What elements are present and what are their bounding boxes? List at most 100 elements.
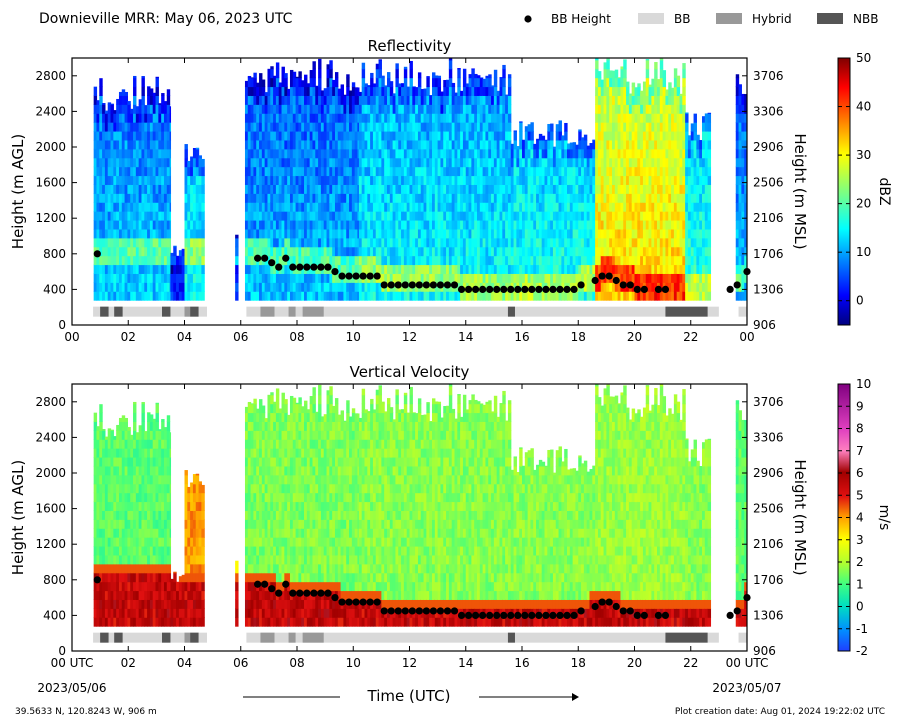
heatmap-cell	[381, 202, 385, 212]
heatmap-cell	[567, 184, 571, 194]
heatmap-cell	[446, 202, 450, 212]
heatmap-cell	[133, 77, 137, 88]
heatmap-cell	[281, 95, 285, 105]
heatmap-cell	[606, 139, 610, 150]
heatmap-cell	[586, 264, 591, 274]
heatmap-cell	[744, 95, 747, 105]
heatmap-cell	[166, 273, 171, 283]
heatmap-cell	[637, 157, 641, 168]
heatmap-cell	[482, 148, 487, 159]
heatmap-cell	[166, 139, 171, 150]
heatmap-cell	[361, 122, 366, 132]
heatmap-cell	[144, 157, 148, 168]
heatmap-cell	[448, 95, 453, 105]
heatmap-cell	[306, 113, 311, 123]
heatmap-cell	[451, 246, 456, 257]
heatmap-cell	[468, 246, 472, 257]
heatmap-cell	[600, 264, 605, 274]
heatmap-cell	[166, 237, 171, 248]
heatmap-cell	[334, 77, 339, 88]
heatmap-cell	[306, 139, 311, 150]
heatmap-cell	[606, 77, 610, 88]
heatmap-cell	[113, 237, 117, 248]
heatmap-cell	[429, 175, 433, 185]
heatmap-cell	[662, 70, 667, 79]
heatmap-cell	[685, 282, 689, 292]
heatmap-cell	[507, 255, 512, 266]
heatmap-cell	[454, 193, 458, 203]
heatmap-cell	[267, 130, 271, 141]
heatmap-cell	[370, 184, 374, 194]
heatmap-cell	[381, 166, 385, 177]
heatmap-cell	[676, 77, 681, 88]
heatmap-cell	[477, 75, 481, 79]
heatmap-cell	[415, 148, 419, 159]
heatmap-cell	[166, 255, 171, 266]
heatmap-cell	[198, 175, 202, 185]
heatmap-cell	[626, 202, 630, 212]
heatmap-cell	[462, 273, 467, 283]
heatmap-cell	[642, 246, 647, 257]
heatmap-cell	[530, 202, 534, 212]
heatmap-cell	[275, 282, 280, 292]
heatmap-cell	[395, 86, 399, 96]
heatmap-cell	[429, 202, 433, 212]
heatmap-cell	[295, 157, 299, 168]
heatmap-cell	[113, 130, 117, 141]
heatmap-cell	[595, 166, 599, 177]
heatmap-cell	[281, 282, 285, 292]
heatmap-cell	[648, 228, 652, 239]
heatmap-cell	[603, 113, 607, 123]
heatmap-cell	[384, 95, 388, 105]
heatmap-cell	[178, 291, 183, 301]
heatmap-cell	[392, 202, 397, 212]
heatmap-cell	[320, 184, 325, 194]
bb-height-point	[471, 285, 480, 293]
heatmap-cell	[381, 228, 385, 239]
heatmap-cell	[267, 122, 271, 132]
heatmap-cell	[337, 219, 342, 230]
legend-swatch	[716, 13, 742, 24]
heatmap-cell	[133, 193, 137, 203]
heatmap-cell	[516, 264, 520, 274]
heatmap-cell	[628, 273, 633, 283]
heatmap-cell	[384, 148, 388, 159]
heatmap-cell	[485, 113, 489, 123]
heatmap-cell	[187, 219, 191, 230]
heatmap-cell	[195, 246, 200, 257]
heatmap-cell	[637, 184, 641, 194]
heatmap-cell	[298, 122, 302, 132]
heatmap-cell	[640, 237, 644, 248]
heatmap-cell	[637, 86, 641, 96]
heatmap-cell	[346, 77, 350, 88]
heatmap-cell	[443, 113, 447, 123]
heatmap-cell	[423, 95, 427, 105]
heatmap-cell	[707, 255, 712, 266]
heatmap-cell	[673, 246, 678, 257]
heatmap-cell	[738, 175, 742, 185]
heatmap-cell	[432, 175, 436, 185]
heatmap-cell	[163, 219, 168, 230]
heatmap-cell	[502, 264, 506, 274]
heatmap-cell	[522, 291, 526, 301]
heatmap-cell	[403, 166, 408, 177]
heatmap-cell	[187, 282, 191, 292]
heatmap-cell	[417, 255, 422, 266]
heatmap-cell	[320, 211, 325, 221]
heatmap-cell	[384, 122, 388, 132]
heatmap-cell	[250, 86, 254, 96]
heatmap-cell	[304, 74, 308, 79]
heatmap-cell	[426, 95, 430, 105]
heatmap-cell	[609, 202, 613, 212]
heatmap-cell	[326, 202, 330, 212]
heatmap-cell	[561, 135, 565, 141]
heatmap-cell	[446, 79, 450, 88]
heatmap-cell	[309, 139, 314, 150]
heatmap-cell	[158, 184, 162, 194]
heatmap-cell	[609, 95, 613, 105]
heatmap-cell	[493, 139, 498, 150]
heatmap-cell	[676, 75, 681, 79]
heatmap-cell	[634, 219, 638, 230]
heatmap-cell	[499, 139, 503, 150]
heatmap-cell	[267, 77, 271, 88]
